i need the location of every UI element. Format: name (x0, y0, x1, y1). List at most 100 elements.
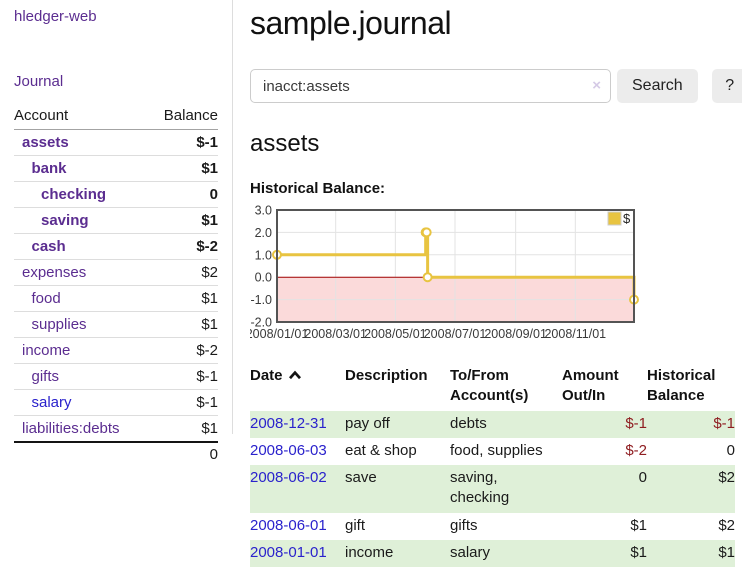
svg-text:0.0: 0.0 (255, 271, 272, 285)
transaction-date-link[interactable]: 2008-06-03 (250, 441, 327, 459)
table-row: 2008-06-02 save saving, checking 0 $2 (250, 465, 735, 513)
account-row: assets $-1 (14, 130, 218, 156)
transaction-amount: $1 (630, 516, 647, 534)
account-row: expenses $2 (14, 259, 218, 286)
sidebar-item-journal[interactable]: Journal (14, 73, 64, 90)
transaction-accounts: debts (450, 414, 487, 432)
accounts-table: Account Balance assets $-1 bank $1 check… (14, 107, 218, 469)
account-link[interactable]: cash (31, 238, 66, 255)
transaction-amount: 0 (638, 469, 647, 487)
transaction-accounts: food, supplies (450, 441, 543, 459)
transaction-balance: $2 (718, 516, 735, 534)
transaction-balance: 0 (726, 441, 735, 459)
table-row: 2008-06-03 eat & shop food, supplies $-2… (250, 438, 735, 465)
transaction-date-link[interactable]: 2008-12-31 (250, 414, 327, 432)
account-link[interactable]: saving (41, 212, 89, 229)
account-row: supplies $1 (14, 311, 218, 338)
svg-text:2008/09/01: 2008/09/01 (484, 327, 547, 341)
account-balance: $2 (148, 259, 218, 286)
register-header-description: Description (345, 367, 428, 385)
account-link[interactable]: supplies (31, 316, 87, 333)
transaction-balance: $1 (718, 543, 735, 561)
sort-ascending-icon (288, 370, 301, 380)
register-header-balance: Historical Balance (647, 367, 716, 405)
accounts-header-account: Account (14, 107, 149, 130)
account-link[interactable]: salary (31, 394, 72, 411)
transaction-date-link[interactable]: 2008-06-02 (250, 469, 327, 487)
transaction-accounts: gifts (450, 516, 478, 534)
svg-text:-1.0: -1.0 (250, 293, 272, 307)
account-balance: 0 (148, 181, 218, 208)
account-link[interactable]: gifts (31, 368, 60, 385)
svg-text:2008/03/01: 2008/03/01 (304, 327, 367, 341)
account-link[interactable]: assets (22, 134, 69, 151)
account-balance: $-1 (148, 363, 218, 390)
transaction-description: pay off (345, 414, 390, 432)
transaction-accounts: salary (450, 543, 491, 561)
transaction-description: income (345, 543, 394, 561)
table-row: 2008-06-01 gift gifts $1 $2 (250, 513, 735, 540)
account-balance: $-1 (196, 134, 218, 151)
transaction-date-link[interactable]: 2008-01-01 (250, 543, 327, 561)
accounts-header-balance: Balance (148, 107, 218, 130)
account-row: saving $1 (14, 207, 218, 234)
transaction-balance: $2 (718, 469, 735, 487)
help-button[interactable]: ? (711, 69, 742, 104)
search-clear-icon[interactable]: × (592, 77, 601, 95)
transaction-balance: $-1 (713, 414, 735, 432)
search-bar: × Search ? (250, 69, 742, 104)
account-link[interactable]: income (22, 342, 71, 359)
transaction-amount: $-2 (625, 441, 647, 459)
svg-text:-2.0: -2.0 (250, 316, 272, 330)
app-brand-link[interactable]: hledger-web (14, 8, 97, 25)
account-link[interactable]: checking (41, 186, 107, 203)
sidebar: hledger-web Journal Account Balance asse… (0, 0, 233, 469)
account-balance: $-2 (148, 337, 218, 364)
register-header-tofrom: To/From Account(s) (450, 367, 529, 405)
account-balance: $1 (148, 285, 218, 312)
account-row: liabilities:debts $1 (14, 415, 218, 442)
transaction-date-link[interactable]: 2008-06-01 (250, 516, 327, 534)
balance-chart-svg: 3.0 2.0 1.0 0.0 -1.0 -2.02008/01/012008/03/01… (250, 204, 639, 341)
account-row: bank $1 (14, 155, 218, 182)
account-link[interactable]: expenses (22, 264, 87, 281)
svg-text:2008/11/01: 2008/11/01 (544, 327, 606, 341)
account-heading: assets (250, 130, 320, 158)
account-row: food $1 (14, 285, 218, 312)
transaction-description: save (345, 469, 377, 487)
search-input[interactable] (250, 69, 611, 104)
account-link[interactable]: bank (31, 160, 67, 177)
accounts-total-value: 0 (14, 441, 218, 469)
svg-text:3.0: 3.0 (255, 204, 272, 218)
register-header-date: Date (250, 364, 345, 411)
account-row: cash $-2 (14, 233, 218, 260)
svg-text:2008/07/01: 2008/07/01 (424, 327, 487, 341)
register-header-amount: Amount Out/In (562, 367, 619, 405)
account-balance: $-1 (148, 389, 218, 416)
table-row: 2008-01-01 income salary $1 $1 (250, 539, 735, 568)
svg-text:2008/05/01: 2008/05/01 (364, 327, 427, 341)
historical-balance-chart: 3.0 2.0 1.0 0.0 -1.0 -2.0 2008/01/01 2008/03/01… (250, 204, 742, 348)
account-row: income $-2 (14, 337, 218, 364)
transaction-description: eat & shop (345, 441, 417, 459)
account-balance: $1 (148, 155, 218, 182)
account-row: gifts $-1 (14, 363, 218, 390)
svg-text:1.0: 1.0 (255, 248, 272, 262)
account-balance: $-2 (148, 233, 218, 260)
svg-text:2008/01/01: 2008/01/01 (250, 327, 308, 341)
legend-swatch (607, 211, 622, 226)
transaction-accounts: saving, checking (450, 469, 510, 507)
page-title: sample.journal (250, 5, 452, 41)
account-balance: $1 (148, 415, 218, 442)
chart-title: Historical Balance: (250, 180, 386, 198)
account-balance: $1 (148, 311, 218, 338)
svg-text:2.0: 2.0 (255, 226, 272, 240)
account-row: salary $-1 (14, 389, 218, 416)
main-content: sample.journal × Search ? assets Histori… (233, 0, 742, 582)
account-link[interactable]: food (31, 290, 61, 307)
transaction-description: gift (345, 516, 366, 534)
search-button[interactable]: Search (617, 69, 698, 104)
account-balance: $1 (148, 207, 218, 234)
account-link[interactable]: liabilities:debts (22, 420, 120, 437)
account-row: checking 0 (14, 181, 218, 208)
